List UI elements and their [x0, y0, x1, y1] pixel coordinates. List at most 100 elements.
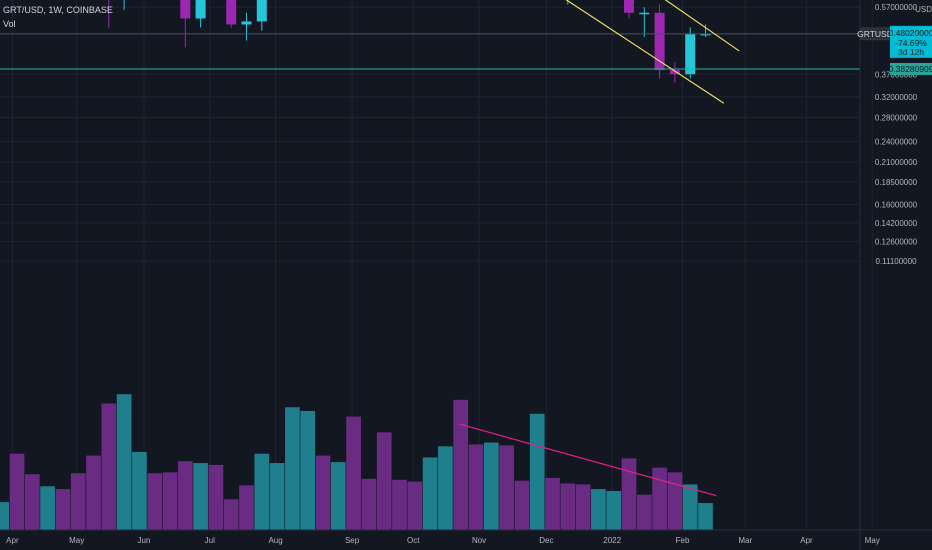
volume-bar	[116, 394, 132, 530]
time-tick-label: Aug	[268, 536, 282, 545]
candle-body	[624, 0, 634, 13]
candle-layer	[108, 0, 711, 83]
symbol-title: GRT/USD, 1W, COINBASE	[3, 5, 113, 15]
volume-bar	[438, 446, 453, 530]
support-level-label: 0.38280909	[889, 64, 932, 74]
current-price-badge	[890, 25, 932, 58]
drawing-layer	[0, 0, 860, 497]
volume-bar	[40, 486, 55, 530]
volume-bar	[254, 453, 270, 530]
volume-bar	[24, 474, 40, 530]
volume-bar	[514, 480, 530, 530]
candle-body	[654, 12, 665, 71]
candle-body	[669, 70, 680, 75]
time-tick-label: May	[865, 536, 880, 545]
currency-label: USD	[915, 5, 932, 14]
price-tick-label: 0.12600000	[875, 237, 918, 246]
volume-bar	[162, 472, 178, 530]
price-tick-label: 0.57000000	[875, 3, 918, 12]
volume-bar	[468, 444, 484, 530]
volume-layer	[0, 394, 713, 530]
time-tick-label: Feb	[676, 536, 690, 545]
time-axis[interactable]: Apr May Jun Jul Aug Sep Oct Nov Dec 2022 Feb Mar Apr…	[6, 536, 932, 545]
volume-bar	[361, 478, 377, 530]
volume-bar	[499, 445, 514, 530]
volume-bar	[407, 481, 423, 530]
candle-body	[226, 0, 237, 25]
volume-bar	[315, 455, 331, 530]
volume-bar	[652, 467, 667, 530]
time-tick-label: Apr	[6, 536, 19, 545]
volume-bar	[529, 413, 545, 530]
candle-body	[195, 0, 206, 19]
candle-body	[639, 12, 650, 15]
volume-bar	[621, 458, 637, 530]
volume-bar	[346, 416, 361, 530]
price-tick-label: 0.14200000	[875, 219, 918, 228]
volume-bar	[560, 483, 576, 530]
volume-bar	[223, 499, 239, 530]
volume-bar	[606, 490, 622, 530]
volume-bar	[9, 453, 25, 530]
candle-body	[685, 33, 696, 75]
price-change-label: -74.69%	[895, 38, 927, 48]
candle-body	[241, 21, 252, 25]
channel-upper-line	[664, 0, 740, 52]
volume-bar	[208, 464, 224, 530]
volume-bar	[0, 502, 10, 530]
time-tick-label: Nov	[472, 536, 486, 545]
volume-bar	[422, 457, 438, 530]
volume-bar	[101, 403, 117, 530]
volume-bar	[636, 494, 652, 530]
time-tick-label: May	[69, 536, 84, 545]
volume-bar	[545, 477, 560, 530]
volume-bar	[70, 473, 86, 530]
time-tick-label: Sep	[345, 536, 360, 545]
channel-lower-line	[565, 0, 725, 104]
volume-bar	[483, 442, 499, 530]
time-tick-label: 2022	[603, 536, 621, 545]
volume-bar	[698, 503, 713, 530]
bar-countdown-label: 3d 12h	[898, 47, 924, 57]
price-tick-label: 0.16000000	[875, 200, 918, 209]
symbol-badge-text: GRTUSD	[857, 29, 893, 39]
volume-bar	[269, 463, 285, 530]
volume-bar	[682, 484, 698, 530]
volume-bar	[193, 463, 208, 530]
candle-body	[700, 33, 711, 36]
volume-bar	[376, 432, 392, 530]
current-price-label: 0.48020000	[889, 28, 932, 38]
support-level-badge	[890, 62, 932, 75]
volume-bar	[575, 484, 591, 530]
volume-bar	[86, 455, 101, 530]
time-tick-label: Jun	[138, 536, 151, 545]
volume-bar	[453, 399, 469, 530]
volume-bar	[667, 472, 683, 530]
time-tick-label: Apr	[800, 536, 813, 545]
volume-trend-line	[459, 423, 717, 497]
time-tick-label: Jul	[205, 536, 215, 545]
volume-bar	[55, 489, 71, 530]
volume-bar	[239, 485, 254, 530]
time-tick-label: Mar	[738, 536, 752, 545]
grid-layer	[0, 0, 873, 530]
volume-bar	[147, 473, 163, 530]
volume-bar	[132, 451, 147, 530]
candle-body	[256, 0, 267, 22]
volume-bar	[330, 462, 346, 530]
price-tick-label: 0.28000000	[875, 113, 918, 122]
candle-body	[180, 0, 191, 19]
time-tick-label: Dec	[539, 536, 553, 545]
volume-label: Vol	[3, 19, 16, 29]
price-tick-label: 0.11100000	[875, 257, 917, 266]
volume-bar	[285, 407, 300, 530]
price-tick-label: 0.21000000	[875, 158, 918, 167]
price-tick-label: 0.24000000	[875, 137, 918, 146]
time-tick-label: Oct	[407, 536, 420, 545]
volume-bar	[177, 461, 193, 530]
volume-bar	[300, 410, 316, 530]
price-tick-label: 0.18500000	[875, 178, 918, 187]
volume-bar	[591, 489, 606, 530]
